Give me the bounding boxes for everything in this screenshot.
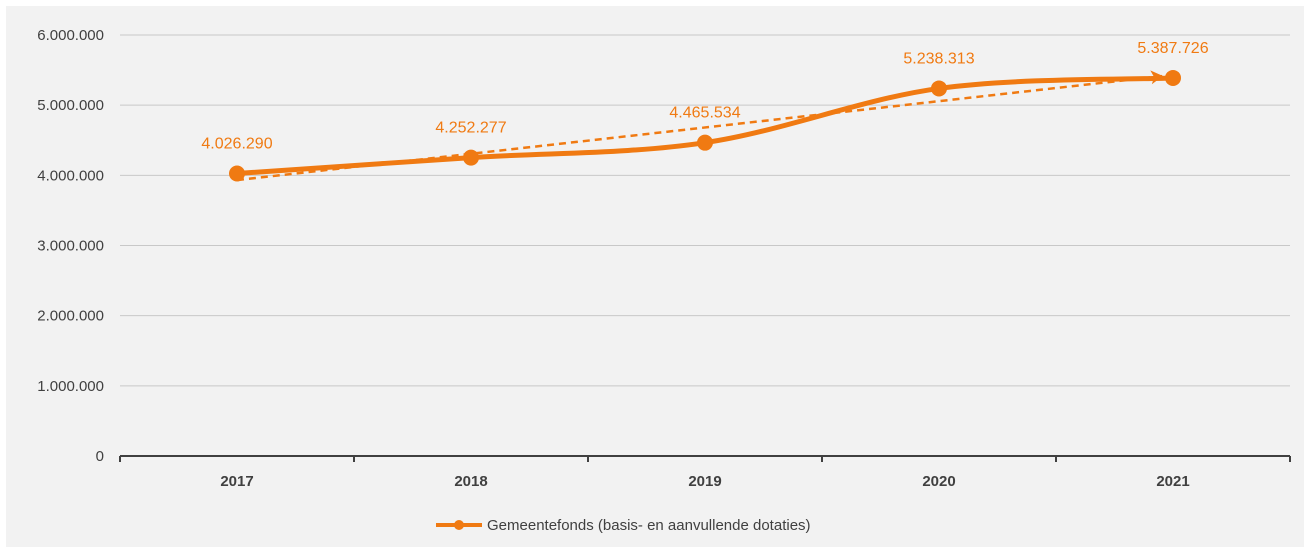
data-point-marker (697, 134, 713, 151)
y-tick-label: 5.000.000 (37, 97, 104, 114)
y-tick-label: 1.000.000 (37, 378, 104, 395)
legend: Gemeentefonds (basis- en aanvullende dot… (436, 517, 811, 534)
y-tick-label: 3.000.000 (37, 238, 104, 255)
legend-label: Gemeentefonds (basis- en aanvullende dot… (487, 517, 811, 534)
x-axis-tick-labels: 2017 2018 2019 2020 2021 (220, 473, 1189, 490)
series-line (234, 75, 1176, 176)
x-tick-label: 2018 (454, 473, 487, 490)
gridlines (120, 34, 1290, 387)
x-tick-label: 2017 (220, 473, 253, 490)
x-tick-label: 2021 (1156, 473, 1189, 490)
y-tick-label: 2.000.000 (37, 308, 104, 325)
series-layer (229, 69, 1181, 182)
data-label: 4.026.290 (201, 135, 272, 152)
y-tick-label: 0 (96, 448, 104, 465)
x-axis (119, 455, 1291, 462)
x-tick-label: 2019 (688, 473, 721, 490)
y-tick-label: 6.000.000 (37, 27, 104, 44)
data-label: 5.387.726 (1137, 40, 1208, 57)
y-tick-label: 4.000.000 (37, 167, 104, 184)
y-axis-tick-labels: 0 1.000.000 2.000.000 3.000.000 4.000.000 5.0… (37, 27, 104, 465)
data-point-marker (931, 80, 947, 97)
data-point-marker (463, 149, 479, 166)
data-label: 4.465.534 (669, 105, 740, 122)
data-label: 4.252.277 (435, 120, 506, 137)
legend-marker-swatch (454, 520, 464, 530)
data-label: 5.238.313 (903, 50, 974, 67)
data-point-marker (229, 165, 245, 182)
x-tick-label: 2020 (922, 473, 955, 490)
data-labels: 4.026.290 4.252.277 4.465.534 5.238.313 5.38… (201, 40, 1208, 153)
data-point-marker (1165, 69, 1181, 86)
